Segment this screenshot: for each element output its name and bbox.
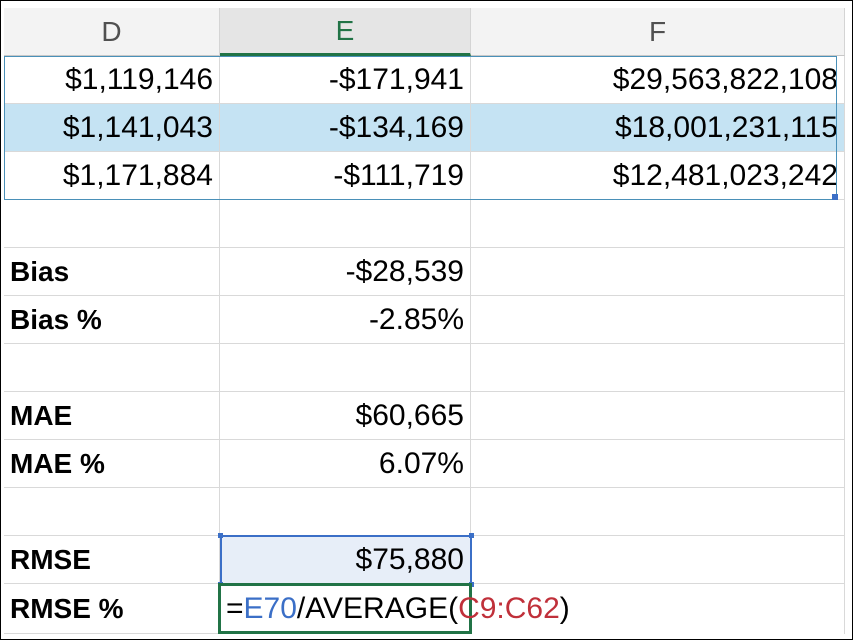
column-header-e[interactable]: E — [220, 8, 471, 56]
formula-mid: /AVERAGE( — [296, 592, 459, 625]
cell-d-empty2[interactable] — [4, 344, 220, 392]
cell-d-empty1[interactable] — [4, 200, 220, 248]
table-resize-handle[interactable] — [832, 194, 838, 200]
cell-e-empty2[interactable] — [220, 344, 471, 392]
cell-f-empty2[interactable] — [471, 344, 845, 392]
cell-f-bias-pct[interactable] — [471, 296, 845, 344]
cell-f-bias[interactable] — [471, 248, 845, 296]
cell-f-rmse[interactable] — [471, 536, 845, 584]
cell-d-row3[interactable]: $1,171,884 — [4, 152, 220, 200]
cell-f-rmse-pct[interactable] — [471, 584, 845, 634]
label-bias[interactable]: Bias — [4, 248, 220, 296]
cell-f-empty1[interactable] — [471, 200, 845, 248]
ref-handle-tr[interactable] — [469, 533, 474, 538]
label-mae[interactable]: MAE — [4, 392, 220, 440]
label-rmse-pct[interactable]: RMSE % — [4, 584, 220, 634]
value-mae[interactable]: $60,665 — [220, 392, 471, 440]
cell-e-empty3[interactable] — [220, 488, 471, 536]
column-header-f[interactable]: F — [471, 8, 845, 56]
formula-ref-c9-c62: C9:C62 — [458, 592, 560, 625]
cell-e-row1[interactable]: -$171,941 — [220, 56, 471, 104]
formula-text[interactable]: = E70/AVERAGE(C9:C62) — [226, 586, 570, 632]
cell-f-mae-pct[interactable] — [471, 440, 845, 488]
value-bias-pct[interactable]: -2.85% — [220, 296, 471, 344]
label-rmse[interactable]: RMSE — [4, 536, 220, 584]
formula-prefix: = — [226, 592, 244, 625]
cell-f-row1[interactable]: $29,563,822,108 — [471, 56, 845, 104]
cell-d-empty3[interactable] — [4, 488, 220, 536]
spreadsheet-grid: D E F $1,119,146 -$171,941 $29,563,822,1… — [4, 8, 845, 634]
cell-f-row3[interactable]: $12,481,023,242 — [471, 152, 845, 200]
label-bias-pct[interactable]: Bias % — [4, 296, 220, 344]
cell-d-row1[interactable]: $1,119,146 — [4, 56, 220, 104]
column-header-d[interactable]: D — [4, 8, 220, 56]
cell-f-empty3[interactable] — [471, 488, 845, 536]
cell-e-empty1[interactable] — [220, 200, 471, 248]
value-bias[interactable]: -$28,539 — [220, 248, 471, 296]
value-mae-pct[interactable]: 6.07% — [220, 440, 471, 488]
cell-d-row2[interactable]: $1,141,043 — [4, 104, 220, 152]
cell-f-row2[interactable]: $18,001,231,115 — [471, 104, 845, 152]
cell-e-row2[interactable]: -$134,169 — [220, 104, 471, 152]
cell-f-mae[interactable] — [471, 392, 845, 440]
value-rmse[interactable]: $75,880 — [220, 536, 471, 584]
active-cell-editor[interactable] — [218, 583, 472, 634]
ref-handle-tl[interactable] — [218, 533, 223, 538]
cell-e-row3[interactable]: -$111,719 — [220, 152, 471, 200]
formula-suffix: ) — [559, 592, 570, 625]
label-mae-pct[interactable]: MAE % — [4, 440, 220, 488]
formula-ref-e70: E70 — [243, 592, 297, 625]
